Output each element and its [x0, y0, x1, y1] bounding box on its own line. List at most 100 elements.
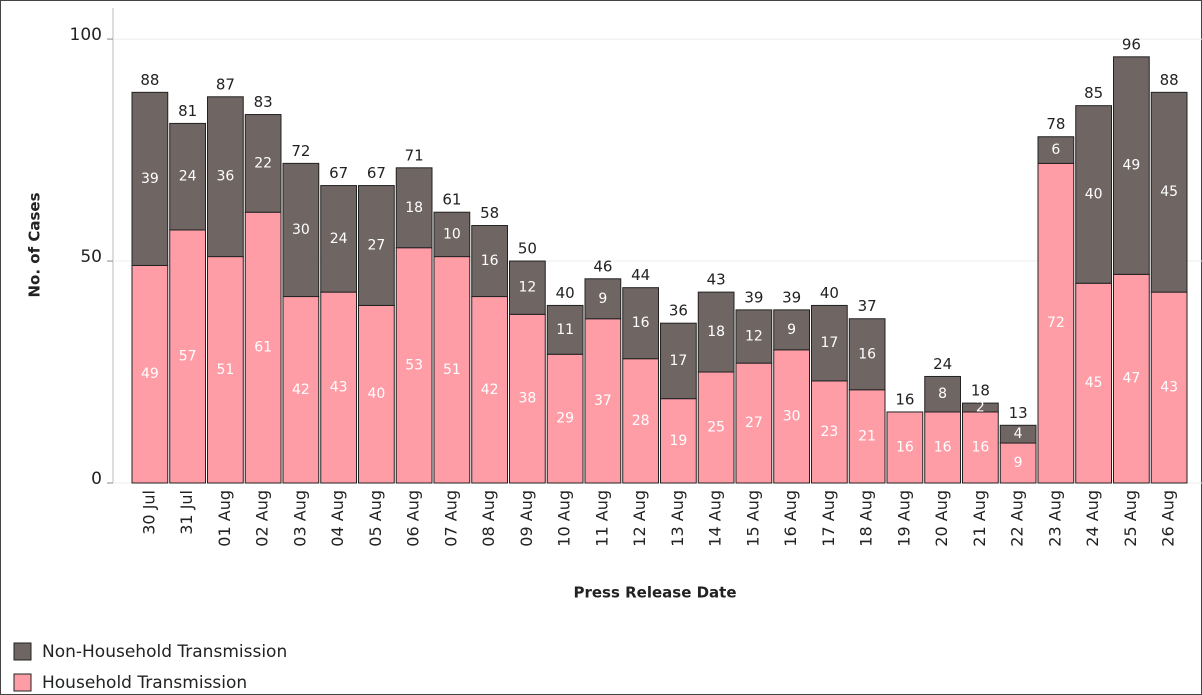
segment-label: 72 — [1047, 315, 1065, 331]
x-tick-label: 01 Aug — [215, 490, 234, 547]
bar-segment — [546, 304, 584, 355]
bar-segment — [1150, 291, 1188, 484]
bar-segment — [584, 318, 622, 484]
segment-label: 27 — [367, 238, 385, 254]
total-label: 37 — [858, 297, 877, 315]
legend-label: Non-Household Transmission — [42, 642, 287, 662]
total-label: 67 — [367, 164, 386, 182]
segment-label: 16 — [858, 346, 876, 362]
segment-label: 39 — [141, 171, 159, 187]
x-tick-label: 14 Aug — [706, 490, 725, 547]
x-tick-label: 20 Aug — [932, 490, 951, 547]
y-axis-title: No. of Cases — [26, 192, 44, 297]
segment-label: 16 — [896, 439, 914, 455]
x-tick-label: 16 Aug — [781, 490, 800, 547]
segment-label: 43 — [1160, 380, 1178, 396]
x-tick-label: 25 Aug — [1121, 490, 1140, 547]
segment-label: 53 — [405, 357, 423, 373]
bar-segment — [622, 287, 659, 360]
segment-label: 45 — [1085, 375, 1103, 391]
total-label: 83 — [254, 93, 273, 111]
bar-segment — [207, 96, 244, 258]
x-tick-label: 31 Jul — [177, 490, 196, 535]
bar-segment — [320, 185, 357, 293]
bar-segment — [433, 256, 471, 484]
segment-label: 43 — [330, 380, 348, 396]
bar-segment — [282, 296, 320, 484]
x-tick-label: 10 Aug — [555, 490, 574, 547]
total-label: 40 — [820, 284, 839, 302]
total-label: 88 — [1160, 71, 1179, 89]
x-tick-label: 26 Aug — [1159, 490, 1178, 547]
segment-label: 21 — [858, 428, 876, 444]
bar-segment — [848, 318, 886, 391]
x-tick-label: 04 Aug — [328, 490, 347, 547]
x-tick-label: 02 Aug — [253, 490, 272, 547]
total-label: 96 — [1122, 35, 1141, 53]
bar-segment — [169, 122, 206, 231]
bar-segment — [660, 398, 697, 484]
x-tick-label: 13 Aug — [668, 490, 687, 547]
x-tick-label: 06 Aug — [404, 490, 423, 547]
segment-label: 9 — [1014, 455, 1023, 471]
bar-segment — [358, 304, 395, 484]
segment-label: 16 — [971, 439, 989, 455]
segment-label: 29 — [556, 411, 574, 427]
total-label: 36 — [669, 302, 688, 320]
x-tick-label: 23 Aug — [1045, 490, 1064, 547]
total-label: 72 — [291, 142, 310, 160]
segment-label: 25 — [707, 420, 725, 436]
segment-label: 24 — [330, 231, 348, 247]
bar-segment — [1113, 56, 1150, 275]
bar-segment — [1075, 105, 1112, 284]
bar-segment — [735, 309, 773, 364]
segment-label: 37 — [594, 393, 612, 409]
segment-label: 16 — [632, 315, 650, 331]
x-tick-label: 24 Aug — [1083, 490, 1102, 547]
segment-label: 42 — [292, 382, 310, 398]
segment-label: 9 — [787, 322, 796, 338]
y-tick-label: 0 — [91, 469, 102, 489]
bar-segment — [735, 362, 773, 484]
segment-label: 22 — [254, 155, 272, 171]
bar-segment — [320, 291, 357, 484]
total-label: 46 — [593, 257, 612, 275]
segment-label: 19 — [669, 433, 687, 449]
x-tick-label: 22 Aug — [1008, 490, 1027, 547]
bar-segment — [395, 247, 433, 484]
x-tick-label: 30 Jul — [139, 490, 158, 535]
segment-label: 6 — [1051, 142, 1060, 158]
total-label: 40 — [556, 284, 575, 302]
segment-label: 18 — [707, 324, 725, 340]
segment-label: 28 — [632, 413, 650, 429]
total-label: 58 — [480, 204, 499, 222]
total-label: 13 — [1009, 404, 1028, 422]
total-label: 88 — [140, 71, 159, 89]
segment-label: 8 — [938, 386, 947, 402]
total-label: 18 — [971, 382, 990, 400]
segment-label: 40 — [1085, 186, 1103, 202]
total-label: 85 — [1084, 84, 1103, 102]
segment-label: 24 — [179, 169, 197, 185]
x-tick-label: 15 Aug — [743, 490, 762, 547]
segment-label: 17 — [820, 335, 838, 351]
x-tick-label: 19 Aug — [894, 490, 913, 547]
total-label: 39 — [744, 288, 763, 306]
x-tick-label: 11 Aug — [592, 490, 611, 547]
segment-label: 57 — [179, 348, 197, 364]
bar-segment — [811, 304, 848, 382]
segment-label: 51 — [216, 362, 234, 378]
bar-segment — [509, 313, 546, 484]
x-tick-label: 18 Aug — [857, 490, 876, 547]
segment-label: 18 — [405, 200, 423, 216]
bar-segment — [433, 211, 471, 258]
total-label: 39 — [782, 288, 801, 306]
bar-segment — [1037, 162, 1075, 484]
total-label: 78 — [1046, 115, 1065, 133]
bar-segment — [773, 309, 810, 351]
legend-swatch — [13, 642, 32, 661]
segment-label: 10 — [443, 226, 461, 242]
bar-segment — [471, 296, 508, 484]
